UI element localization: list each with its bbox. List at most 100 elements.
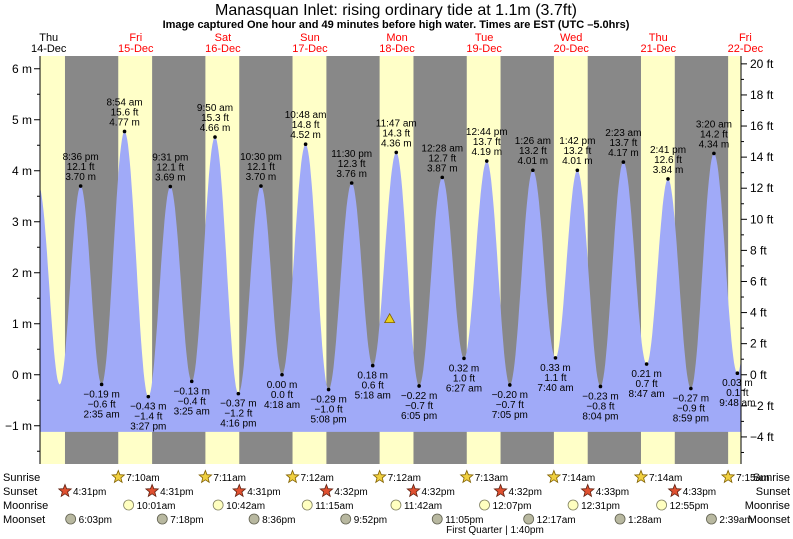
left-tick-label: 4 m [12, 164, 32, 178]
tide-height-ft: 12.7 ft [428, 153, 456, 164]
moonrise-time: 11:15am [315, 501, 353, 512]
moonrise-time: 10:01am [137, 501, 176, 512]
tide-height-m: 4.77 m [109, 117, 140, 128]
tide-height-m: −0.20 m [492, 390, 528, 401]
tide-height-m: −0.19 m [83, 389, 119, 400]
tide-time: 9:50 am [197, 103, 233, 114]
tide-height-m: 0.21 m [631, 369, 662, 380]
moonset-icon [614, 513, 626, 525]
tide-point [122, 129, 127, 134]
tide-height-ft: 14.2 ft [700, 129, 728, 140]
sunrise-icon [111, 469, 126, 484]
tide-time: 7:40 am [537, 383, 573, 394]
chart-title: Manasquan Inlet: rising ordinary tide at… [215, 2, 577, 19]
right-tick-label: 18 ft [750, 88, 774, 102]
tide-point [394, 150, 399, 155]
right-tick-label: 20 ft [750, 57, 774, 71]
tide-height-ft: 13.7 ft [609, 138, 637, 149]
moonrise-time: 10:42am [226, 501, 265, 512]
tide-height-ft: 0.6 ft [362, 381, 384, 392]
moonrise-icon [656, 499, 667, 511]
tide-time: 8:36 pm [63, 152, 99, 163]
right-tick-label: 16 ft [750, 119, 774, 133]
tide-height-ft: 15.6 ft [111, 107, 139, 118]
tide-height-m: 4.19 m [471, 147, 502, 158]
tide-height-ft: 12.1 ft [67, 162, 95, 173]
day-name: Thu [39, 32, 58, 44]
tide-height-ft: −1.4 ft [134, 412, 162, 423]
tide-point [370, 363, 375, 368]
left-tick-label: 3 m [12, 215, 32, 229]
tide-time: 12:44 pm [466, 127, 508, 138]
tide-time: 2:23 am [605, 128, 641, 139]
sunrise-time: 7:13am [475, 473, 508, 484]
tide-height-ft: 14.8 ft [292, 120, 320, 131]
tide-point [78, 184, 83, 188]
tide-height-ft: −0.7 ft [496, 400, 524, 411]
tide-time: 2:35 am [84, 409, 120, 420]
sunrise-icon [546, 469, 562, 484]
moonset-icon [65, 513, 77, 525]
tide-height-ft: 14.3 ft [382, 128, 410, 139]
tide-time: 3:25 am [174, 406, 210, 417]
moonset-icon [340, 513, 352, 525]
right-tick-label: 4 ft [750, 306, 767, 320]
moonrise-icon [212, 499, 224, 511]
tide-time: 11:47 am [376, 118, 417, 129]
sunset-time: 4:31pm [247, 487, 280, 498]
chart-subtitle: Image captured One hour and 49 minutes b… [163, 19, 630, 31]
tide-point [621, 160, 626, 164]
moonrise-icon [301, 499, 313, 511]
tide-point [598, 384, 603, 389]
sunrise-icon [198, 469, 213, 484]
tide-time: 8:04 pm [582, 411, 618, 422]
tide-time: 6:27 am [446, 383, 482, 394]
tide-point [575, 168, 580, 173]
tide-point [213, 135, 217, 139]
moon-phase-label: First Quarter | 1:40pm [446, 525, 544, 536]
right-tick-label: 6 ft [750, 274, 767, 288]
moonset-time: 1:28am [628, 515, 661, 526]
sunrise-time: 7:15am [736, 473, 769, 484]
day-date: 16-Dec [205, 43, 241, 55]
sunrise-icon [633, 469, 649, 484]
tide-time: 7:05 pm [492, 410, 528, 421]
left-tick-label: 2 m [12, 266, 32, 280]
moonset-icon [156, 513, 168, 525]
tide-time: 4:16 pm [220, 419, 256, 430]
moonrise-icon [479, 499, 490, 511]
tide-time: 3:27 pm [130, 422, 166, 433]
tide-height-m: −0.27 m [673, 394, 709, 405]
tide-time: 9:31 pm [152, 153, 188, 164]
tide-point [689, 386, 693, 391]
sunset-icon [406, 483, 421, 498]
sunrise-time: 7:12am [388, 473, 421, 484]
tide-height-ft: −0.7 ft [405, 401, 433, 412]
moonset-icon [523, 513, 535, 525]
sunrise-icon [372, 469, 387, 484]
day-name: Tue [475, 32, 494, 44]
tide-point [280, 372, 284, 377]
tide-height-ft: 1.0 ft [453, 373, 475, 384]
moonrise-time: 12:07pm [493, 501, 532, 512]
sunrise-row-label-right: Sunrise [753, 472, 790, 484]
sunrise-time: 7:14am [649, 473, 682, 484]
tide-height-ft: −0.8 ft [586, 401, 614, 412]
tide-point [712, 151, 716, 156]
sunset-icon [144, 483, 160, 498]
tide-height-m: 4.52 m [290, 130, 321, 141]
tide-height-m: 3.84 m [653, 165, 684, 176]
moonset-row-label: Moonset [3, 514, 45, 526]
tide-time: 6:05 pm [401, 411, 437, 422]
tide-height-m: 4.01 m [562, 156, 593, 167]
tide-height-m: 0.00 m [267, 380, 298, 391]
sunset-time: 4:32pm [509, 487, 542, 498]
day-labels: Thu14-DecFri15-DecSat16-DecSun17-DecMon1… [31, 32, 764, 55]
tide-height-ft: −0.9 ft [677, 404, 705, 415]
tide-height-ft: 1.1 ft [544, 373, 566, 384]
tide-point [462, 356, 466, 361]
tide-height-m: 0.33 m [540, 363, 571, 374]
tide-height-m: −0.43 m [130, 402, 166, 413]
sunset-time: 4:31pm [73, 487, 106, 498]
